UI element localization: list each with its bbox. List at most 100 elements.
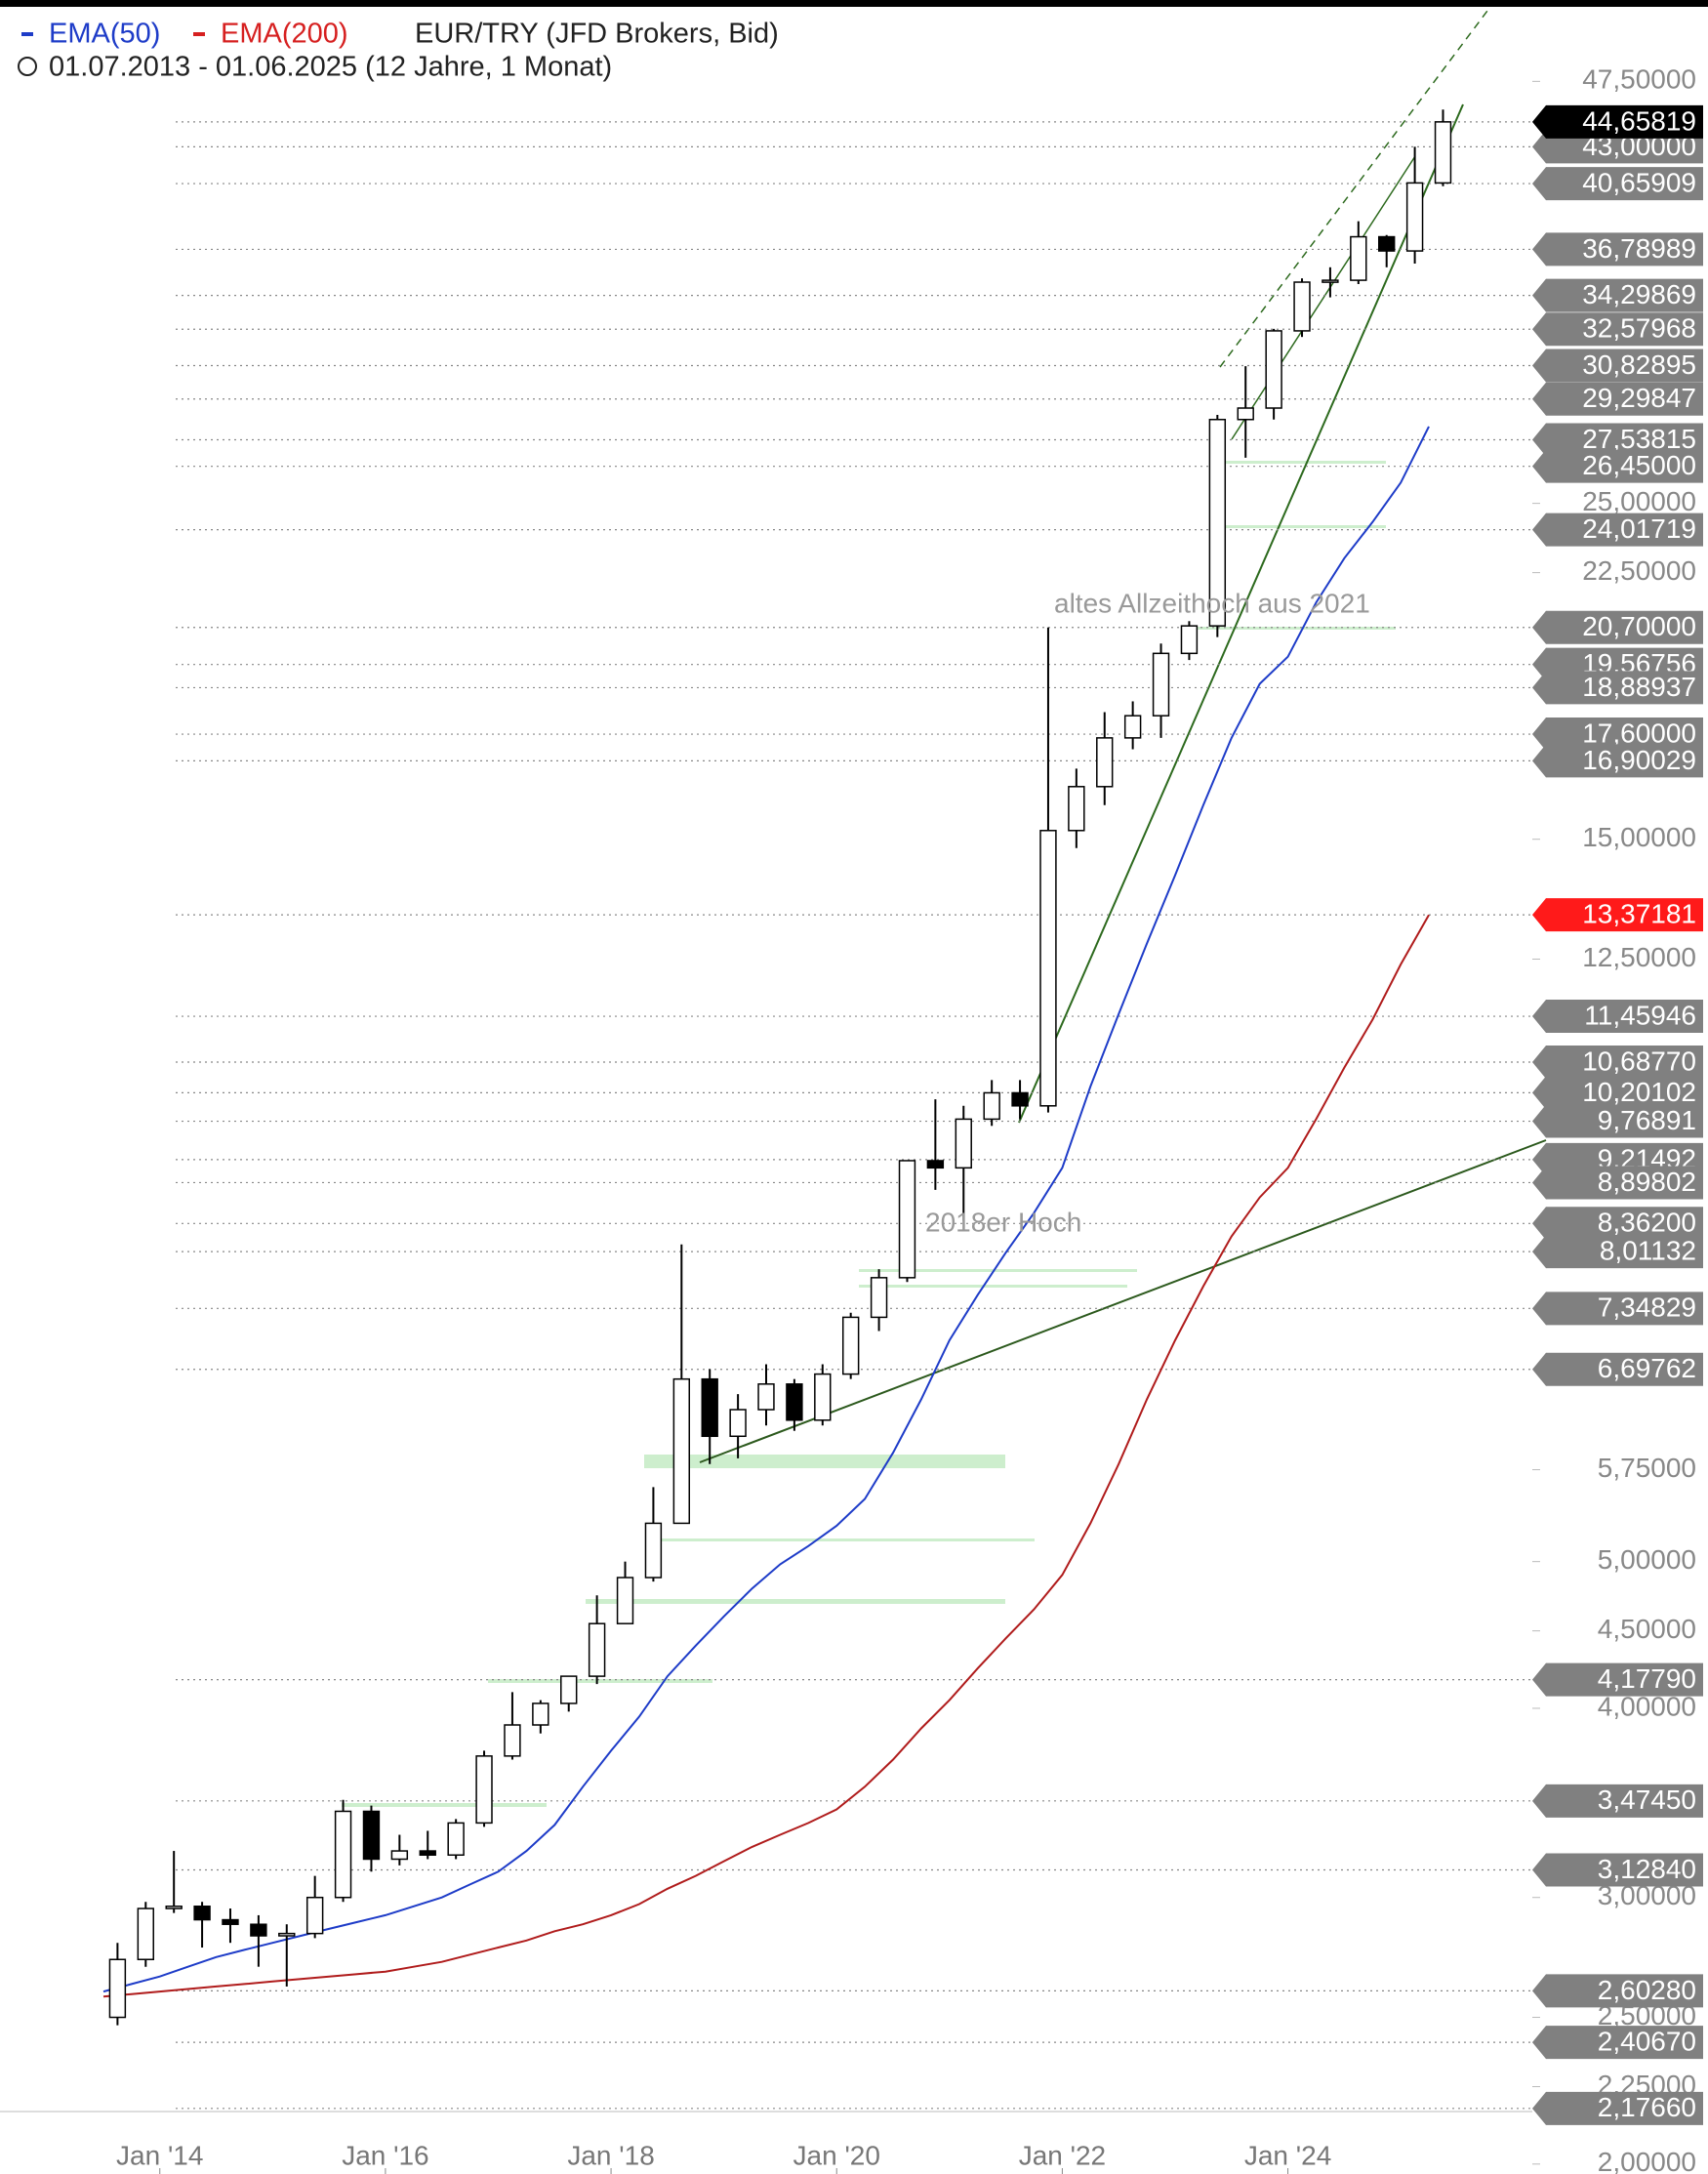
legend-swatch bbox=[193, 32, 205, 36]
price-box bbox=[1532, 423, 1703, 457]
trend-line bbox=[1231, 155, 1416, 440]
annotation: altes Allzeithoch aus 2021 bbox=[1054, 588, 1370, 618]
plot: 47,50000 25,00000 22,50000 15,00000 12,50000… bbox=[0, 64, 1696, 2174]
candle-body bbox=[701, 1377, 718, 1438]
candle-body bbox=[419, 1850, 436, 1857]
price-box-label: 36,78989 bbox=[1582, 233, 1696, 264]
price-box bbox=[1532, 104, 1703, 139]
price-box bbox=[1532, 449, 1703, 483]
price-box-label: 17,60000 bbox=[1582, 718, 1696, 748]
price-box bbox=[1532, 1784, 1703, 1818]
price-box-label: 18,88937 bbox=[1582, 672, 1696, 702]
legend-label: EUR/TRY (JFD Brokers, Bid) bbox=[415, 19, 779, 50]
price-box-label: 34,29869 bbox=[1582, 279, 1696, 309]
candle-body bbox=[588, 1622, 606, 1677]
candle-body bbox=[165, 1906, 183, 1909]
legend-swatch bbox=[21, 32, 33, 36]
candle-body bbox=[475, 1755, 493, 1825]
candle-body bbox=[1378, 235, 1396, 252]
price-box-label: 7,34829 bbox=[1598, 1292, 1696, 1323]
candle-body bbox=[278, 1932, 296, 1937]
price-box-label: 26,45000 bbox=[1582, 450, 1696, 480]
candle-body bbox=[1011, 1091, 1029, 1107]
price-box bbox=[1532, 1104, 1703, 1138]
price-box-label: 8,36200 bbox=[1598, 1208, 1696, 1238]
ema-line bbox=[102, 914, 1430, 1998]
price-box-label: 8,01132 bbox=[1600, 1236, 1696, 1266]
candle-body bbox=[1265, 330, 1282, 409]
top-bar bbox=[0, 0, 1708, 7]
price-box bbox=[1532, 167, 1703, 201]
y-tick-label: 4,50000 bbox=[1598, 1614, 1696, 1644]
candle-body bbox=[757, 1383, 775, 1411]
price-box bbox=[1532, 278, 1703, 312]
candle-body bbox=[108, 1958, 127, 2019]
price-box bbox=[1532, 1000, 1703, 1034]
candle-body bbox=[955, 1118, 972, 1169]
candle-body bbox=[390, 1850, 409, 1861]
price-box-label: 9,76891 bbox=[1598, 1105, 1696, 1135]
x-tick-label: Jan '24 bbox=[1244, 2140, 1331, 2170]
x-tick-label: Jan '18 bbox=[567, 2140, 654, 2170]
price-box bbox=[1532, 2026, 1703, 2060]
x-tick-label: Jan '16 bbox=[342, 2140, 428, 2170]
price-box bbox=[1532, 232, 1703, 267]
price-box-label: 2,40670 bbox=[1598, 2027, 1696, 2057]
price-box bbox=[1532, 1292, 1703, 1326]
date-range: 01.07.2013 - 01.06.2025 (12 Jahre, 1 Mon… bbox=[49, 52, 612, 83]
candle-body bbox=[1068, 786, 1085, 832]
trend-line bbox=[699, 1139, 1547, 1463]
price-box-label: 30,82895 bbox=[1582, 349, 1696, 380]
y-tick-label: 12,50000 bbox=[1582, 942, 1696, 972]
y-tick-label: 47,50000 bbox=[1582, 64, 1696, 95]
x-tick-label: Jan '20 bbox=[793, 2140, 880, 2170]
candle-body bbox=[729, 1409, 747, 1438]
candle-body bbox=[898, 1160, 916, 1279]
candle-body bbox=[1434, 121, 1452, 185]
price-box-label: 16,90029 bbox=[1582, 745, 1696, 775]
candle-body bbox=[362, 1810, 381, 1861]
ema-line bbox=[102, 426, 1430, 1993]
zone bbox=[586, 1599, 1005, 1604]
price-box bbox=[1532, 1853, 1703, 1887]
price-box-label: 3,12840 bbox=[1598, 1854, 1696, 1884]
price-box bbox=[1532, 671, 1703, 705]
zone bbox=[1220, 525, 1386, 528]
price-box-label: 24,01719 bbox=[1582, 513, 1696, 544]
candle-body bbox=[1123, 715, 1142, 739]
price-box bbox=[1532, 349, 1703, 383]
price-box bbox=[1532, 1352, 1703, 1386]
price-box bbox=[1532, 1076, 1703, 1110]
price-box-label: 2,60280 bbox=[1598, 1975, 1696, 2005]
candle-body bbox=[786, 1383, 803, 1421]
candle-body bbox=[560, 1675, 578, 1704]
x-tick-label: Jan '14 bbox=[116, 2140, 203, 2170]
levels bbox=[176, 121, 1532, 2110]
zones bbox=[342, 461, 1396, 1807]
y-tick-label: 5,00000 bbox=[1598, 1544, 1696, 1575]
clock-icon bbox=[18, 57, 37, 76]
legend-label: EMA(200) bbox=[221, 19, 348, 50]
annotation: 2018er Hoch bbox=[925, 1207, 1081, 1237]
candle-body bbox=[1293, 281, 1311, 332]
y-tick-label: 25,00000 bbox=[1582, 486, 1696, 516]
candle-body bbox=[814, 1373, 832, 1421]
candle-body bbox=[926, 1160, 945, 1169]
candle-body bbox=[1096, 737, 1114, 788]
candle-body bbox=[447, 1822, 465, 1857]
candle-body bbox=[983, 1091, 1000, 1121]
trend-line bbox=[1018, 103, 1464, 1124]
candle-body bbox=[841, 1316, 860, 1375]
price-box bbox=[1532, 1207, 1703, 1241]
price-box bbox=[1532, 1235, 1703, 1269]
candle-body bbox=[616, 1577, 634, 1624]
candle-body bbox=[305, 1896, 324, 1935]
candle-body bbox=[870, 1277, 888, 1319]
price-box-label: 2,17660 bbox=[1598, 2092, 1696, 2122]
price-box-label: 40,65909 bbox=[1582, 167, 1696, 197]
price-box bbox=[1532, 718, 1703, 752]
candle-body bbox=[644, 1522, 663, 1579]
candle-body bbox=[1322, 279, 1339, 283]
price-box bbox=[1532, 1166, 1703, 1200]
